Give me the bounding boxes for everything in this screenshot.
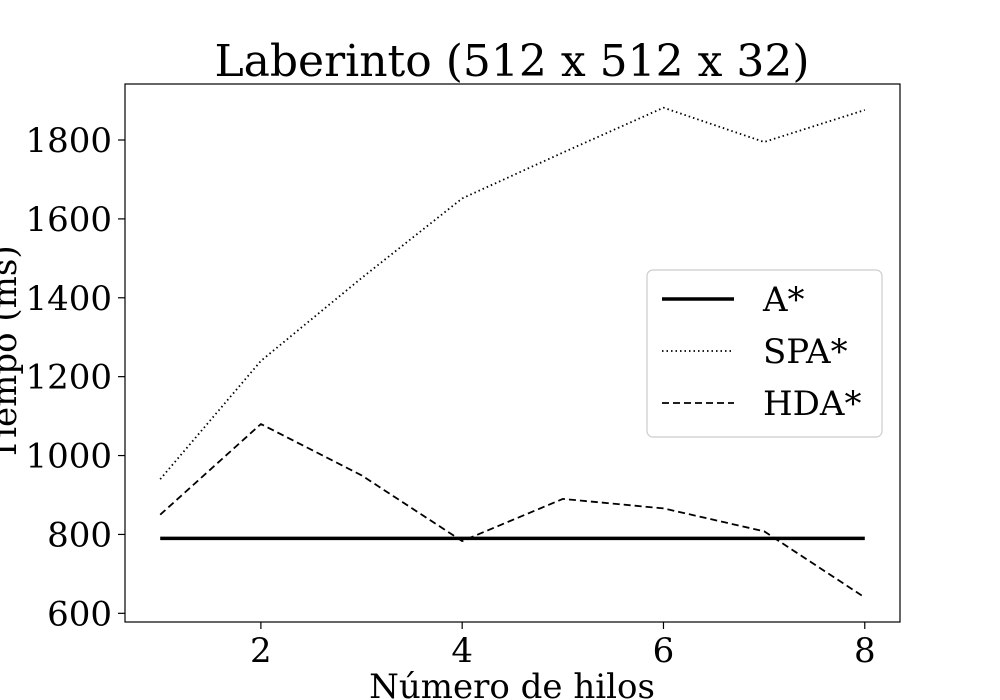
plot-frame (124, 83, 901, 623)
legend-label-spa-star: SPA* (763, 332, 848, 372)
ticks-layer: 2 4 6 8 600 800 1000 1200 1400 1600 1800 (25, 121, 875, 671)
legend-label-a-star: A* (762, 280, 805, 320)
legend-label-hda-star: HDA* (763, 384, 861, 424)
x-tick-label: 6 (653, 631, 675, 671)
y-tick-label: 800 (47, 515, 112, 555)
series-line-hda-star (159, 423, 866, 599)
chart-title: Laberinto (512 x 512 x 32) (214, 36, 809, 87)
y-tick-label: 1400 (25, 279, 112, 319)
y-axis-label: Tiempo (ms) (0, 245, 25, 460)
series-line-spa-star (159, 106, 866, 480)
y-tick-label: 1600 (25, 200, 112, 240)
legend-box (646, 269, 883, 438)
x-tick-label: 8 (854, 631, 876, 671)
y-tick-label: 1200 (25, 358, 112, 398)
x-axis-label: Número de hilos (369, 667, 655, 700)
x-tick-label: 4 (451, 631, 473, 671)
x-tick-label: 2 (250, 631, 272, 671)
legend: A* SPA* HDA* (646, 269, 883, 438)
y-tick-label: 600 (47, 594, 112, 634)
y-tick-label: 1800 (25, 121, 112, 161)
series-layer (159, 106, 866, 599)
y-tick-label: 1000 (25, 437, 112, 477)
